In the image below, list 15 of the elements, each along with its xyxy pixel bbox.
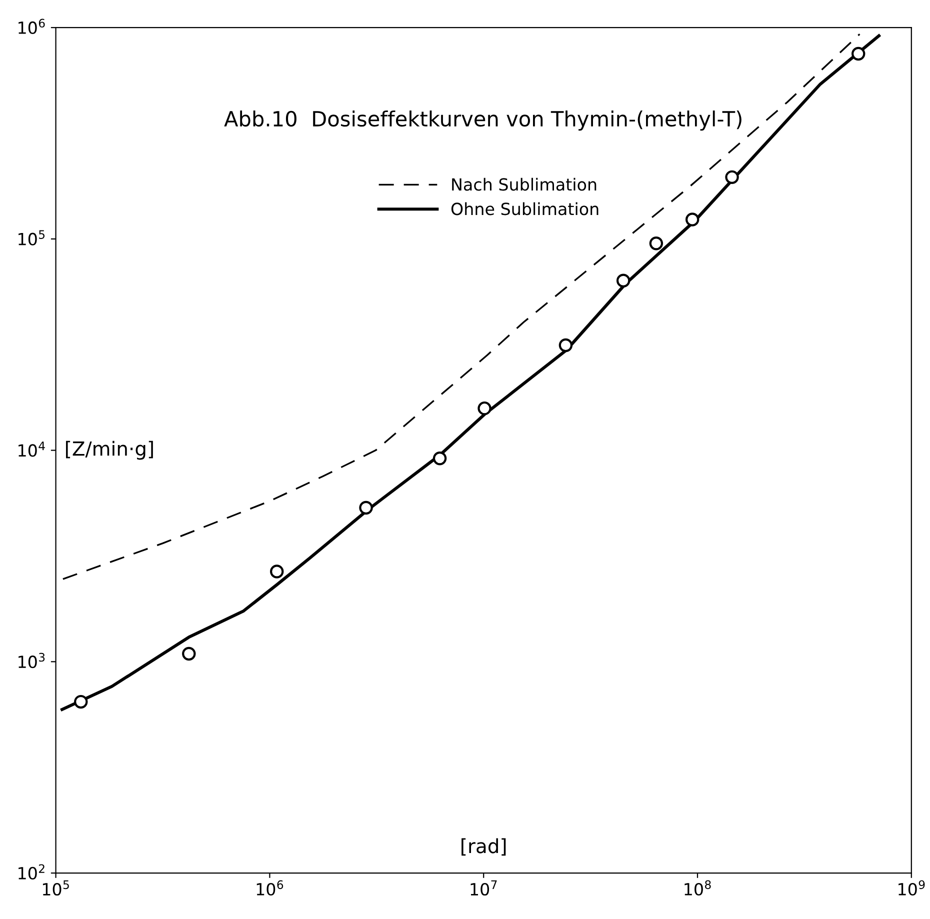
y-axis-title: [Z/min·g]	[66, 440, 153, 460]
y-tick-label: 10$^{2}$	[18, 864, 44, 880]
legend-label: Ohne Sublimation	[451, 202, 598, 216]
y-tick-label: 10$^{4}$	[18, 442, 45, 457]
y-tick-label: 10$^{6}$	[18, 18, 45, 34]
x-tick-label: 10$^{7}$	[470, 880, 497, 896]
y-tick-label: 10$^{5}$	[18, 230, 45, 246]
text: Abb.10 Dosiseffektkurven von Thymin-(methyl-T)	[224, 110, 742, 131]
x-tick-label: 10$^{9}$	[898, 880, 925, 896]
y-tick-label: 10$^{3}$	[18, 652, 45, 668]
x-tick-label: 10$^{8}$	[684, 880, 711, 896]
x-tick-label: 10$^{5}$	[42, 880, 69, 896]
x-tick-label: 10$^{6}$	[256, 880, 284, 896]
x-axis-title: [rad]	[462, 838, 506, 856]
legend-label: Nach Sublimation	[452, 178, 596, 191]
